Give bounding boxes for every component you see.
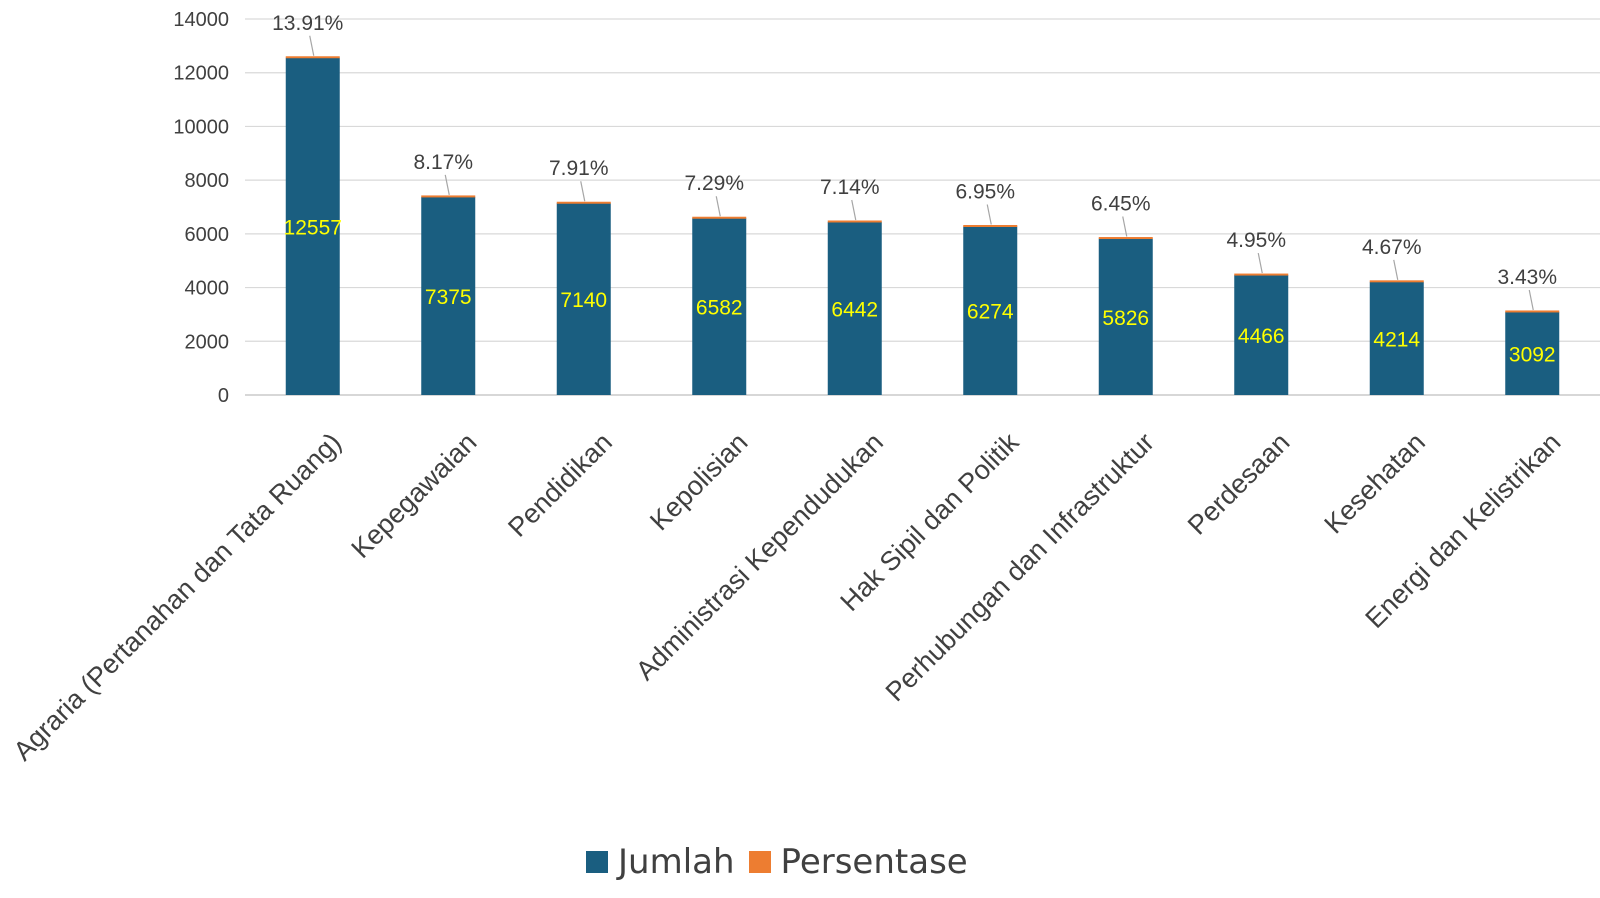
- bar-persentase: [963, 224, 1018, 227]
- y-tick-label: 6000: [185, 224, 230, 246]
- bar-jumlah: [692, 218, 747, 395]
- x-category-label: Agraria (Pertanahan dan Tata Ruang): [8, 427, 347, 766]
- value-label-jumlah: 3092: [1509, 343, 1556, 366]
- bar-persentase: [692, 216, 747, 219]
- y-tick-label: 0: [218, 385, 229, 407]
- legend-swatch-persentase: [748, 851, 771, 873]
- legend-label-jumlah: Jumlah: [618, 842, 735, 882]
- bar-persentase: [285, 56, 340, 59]
- bar-persentase: [1505, 310, 1560, 313]
- bar-persentase: [421, 195, 476, 198]
- bar-jumlah: [1369, 281, 1424, 395]
- value-label-persentase: 7.91%: [549, 157, 609, 180]
- value-label-persentase: 3.43%: [1497, 266, 1557, 289]
- value-label-jumlah: 7375: [425, 286, 472, 309]
- x-category-label: Perhubungan dan Infrastruktur: [880, 427, 1160, 707]
- leader-line: [715, 196, 721, 217]
- value-label-jumlah: 6442: [831, 298, 878, 321]
- x-category-label: Kepegawaian: [346, 427, 483, 564]
- value-label-jumlah: 4214: [1373, 328, 1420, 351]
- bar-persentase: [1369, 280, 1424, 283]
- bar-jumlah: [556, 203, 611, 395]
- bar-jumlah: [963, 226, 1018, 395]
- x-category-label: Pendidikan: [502, 427, 618, 543]
- bars: 12557 13.91% 7375 8.17% 7140 7.91% 6582 7.29% 64…: [272, 12, 1560, 396]
- y-tick-label: 4000: [185, 278, 230, 300]
- legend-item-persentase: Persentase: [748, 842, 968, 882]
- value-label-persentase: 8.17%: [413, 151, 473, 174]
- value-label-persentase: 7.29%: [684, 172, 744, 195]
- leader-line: [580, 181, 586, 202]
- x-category-label: Kepolisian: [644, 427, 753, 536]
- leader-line: [1528, 289, 1534, 311]
- x-axis: Agraria (Pertanahan dan Tata Ruang)Kepeg…: [8, 427, 1567, 767]
- y-tick-label: 12000: [173, 63, 229, 85]
- value-label-persentase: 6.45%: [1091, 193, 1151, 216]
- value-label-persentase: 7.14%: [820, 176, 880, 199]
- bar-persentase: [1234, 273, 1289, 276]
- bar-chart: 0 2000 4000 6000 8000 10000 12000 14000 12557 13…: [8, 9, 1600, 767]
- leader-line: [986, 204, 992, 225]
- y-tick-label: 14000: [173, 9, 229, 31]
- value-label-jumlah: 6582: [696, 297, 743, 320]
- leader-line: [851, 199, 857, 221]
- bar-persentase: [827, 220, 882, 223]
- y-tick-label: 8000: [185, 170, 230, 192]
- leader-line: [1122, 216, 1128, 237]
- value-label-persentase: 13.91%: [272, 12, 343, 35]
- legend-item-jumlah: Jumlah: [586, 842, 735, 882]
- legend: Jumlah Persentase: [586, 842, 982, 882]
- value-label-jumlah: 5826: [1102, 307, 1149, 330]
- x-category-label: Kesehatan: [1318, 427, 1431, 540]
- y-tick-label: 2000: [185, 331, 230, 353]
- bar-persentase: [1098, 237, 1153, 240]
- bar-jumlah: [827, 221, 882, 395]
- bar-jumlah: [1098, 238, 1153, 395]
- bar-persentase: [556, 201, 611, 204]
- y-tick-label: 10000: [173, 116, 229, 138]
- legend-label-persentase: Persentase: [780, 842, 968, 882]
- leader-line: [1257, 252, 1263, 274]
- value-label-persentase: 4.67%: [1362, 236, 1422, 259]
- x-category-label: Administrasi Kependudukan: [630, 427, 889, 686]
- bar-jumlah: [1234, 275, 1289, 395]
- value-label-jumlah: 6274: [967, 301, 1014, 324]
- y-axis: 0 2000 4000 6000 8000 10000 12000 14000: [173, 9, 229, 407]
- legend-swatch-jumlah: [586, 851, 608, 873]
- value-label-persentase: 4.95%: [1226, 229, 1286, 252]
- bar-jumlah: [421, 196, 476, 395]
- bar-jumlah: [285, 57, 340, 396]
- value-label-persentase: 6.95%: [955, 180, 1015, 203]
- leader-line: [309, 35, 315, 56]
- x-category-label: Perdesaan: [1182, 427, 1296, 541]
- value-label-jumlah: 7140: [560, 289, 607, 312]
- bar-jumlah: [1505, 311, 1560, 395]
- value-label-jumlah: 4466: [1238, 325, 1285, 348]
- leader-line: [1393, 259, 1399, 280]
- value-label-jumlah: 12557: [284, 216, 342, 239]
- leader-line: [444, 174, 450, 196]
